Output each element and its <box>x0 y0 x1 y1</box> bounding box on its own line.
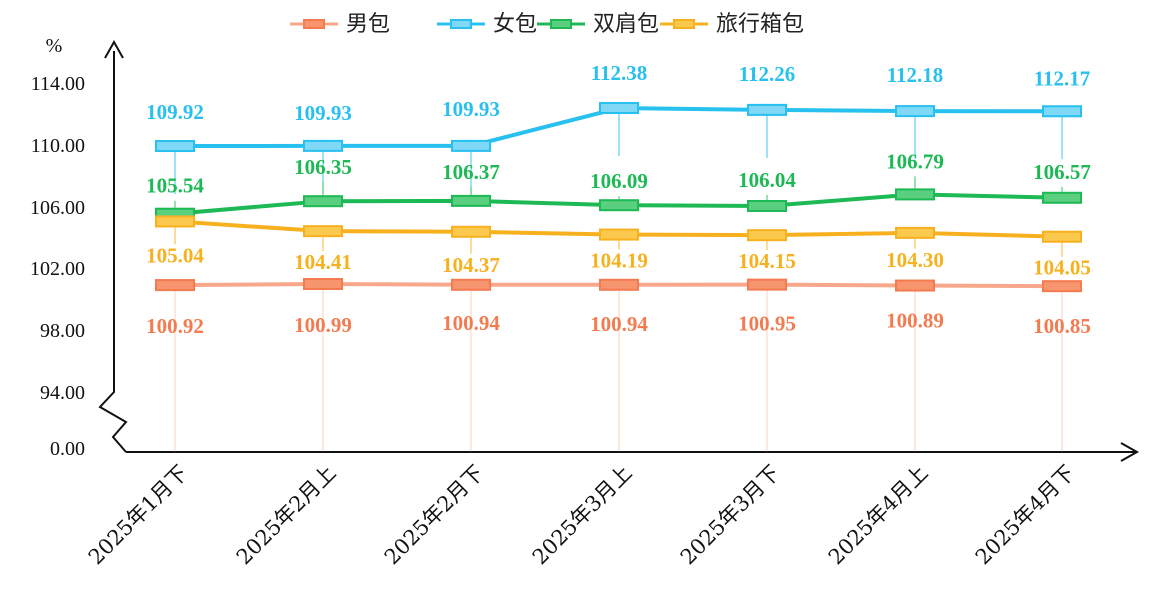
marker-4-7 <box>1042 230 1082 243</box>
y-tick-114-00: 114.00 <box>31 73 85 95</box>
marker-1-4 <box>599 278 639 291</box>
data-label-4-3: 104.37 <box>442 253 500 277</box>
marker-1-6 <box>895 279 935 292</box>
marker-2-6 <box>895 105 935 118</box>
data-labels: 100.92 100.99 100.94 100.94 100.95 100.89 100.… <box>146 61 1091 338</box>
series-markers <box>155 102 1082 293</box>
marker-4-2 <box>303 225 343 238</box>
data-label-3-4: 106.09 <box>590 169 648 193</box>
marker-3-2 <box>303 195 343 208</box>
data-label-3-7: 106.57 <box>1033 160 1091 184</box>
y-unit-label: % <box>46 35 63 57</box>
y-tick-110-00: 110.00 <box>31 135 85 157</box>
legend-marker-2 <box>450 19 472 29</box>
data-label-2-5: 112.26 <box>739 62 796 86</box>
marker-3-6 <box>895 188 935 201</box>
marker-4-1 <box>155 215 195 228</box>
data-label-3-3: 106.37 <box>442 160 500 184</box>
x-axis-arrow <box>1120 442 1140 462</box>
marker-1-7 <box>1042 280 1082 293</box>
data-label-4-2: 104.41 <box>294 250 352 274</box>
legend-label-1: 男包 <box>346 12 390 37</box>
data-label-1-4: 100.94 <box>590 312 648 336</box>
x-tick-1: 2025年1月下 <box>84 461 193 570</box>
legend-marker-1 <box>303 19 325 29</box>
data-label-2-1: 109.92 <box>146 100 204 124</box>
x-tick-4: 2025年3月上 <box>528 461 637 570</box>
data-label-4-6: 104.30 <box>886 248 944 272</box>
y-tick-98-00: 98.00 <box>40 320 85 342</box>
x-tick-2: 2025年2月上 <box>232 461 341 570</box>
data-label-3-2: 106.35 <box>294 155 352 179</box>
data-label-4-1: 105.04 <box>146 243 204 267</box>
legend-label-3: 双肩包 <box>593 12 659 37</box>
marker-2-5 <box>747 103 787 116</box>
marker-1-5 <box>747 278 787 291</box>
data-label-4-4: 104.19 <box>590 249 648 273</box>
marker-2-1 <box>155 140 195 153</box>
data-label-1-5: 100.95 <box>738 312 796 336</box>
x-tick-5: 2025年3月下 <box>676 461 785 570</box>
marker-2-3 <box>451 139 491 152</box>
marker-4-3 <box>451 225 491 238</box>
data-label-4-5: 104.15 <box>738 249 796 273</box>
marker-2-4 <box>599 102 639 115</box>
axes: % <box>46 35 1140 462</box>
legend-label-2: 女包 <box>493 12 537 37</box>
marker-1-3 <box>451 278 491 291</box>
data-label-1-1: 100.92 <box>146 314 204 338</box>
legend-marker-3 <box>550 19 572 29</box>
legend: 男包 女包 双肩包 旅行箱包 <box>290 12 804 37</box>
marker-3-3 <box>451 194 491 207</box>
data-label-1-3: 100.94 <box>442 311 500 335</box>
x-tick-3: 2025年2月下 <box>380 461 489 570</box>
marker-2-7 <box>1042 105 1082 118</box>
data-label-3-5: 106.04 <box>738 168 796 192</box>
x-tick-labels: 2025年1月下 2025年2月上 2025年2月下 2025年3月上 2025年3月下… <box>84 461 1080 570</box>
legend-label-4: 旅行箱包 <box>716 12 804 37</box>
y-tick-0-00: 0.00 <box>50 438 85 460</box>
data-label-3-1: 105.54 <box>146 174 204 198</box>
y-tick-94-00: 94.00 <box>40 382 85 404</box>
marker-3-7 <box>1042 191 1082 204</box>
data-label-1-6: 100.89 <box>886 309 944 333</box>
data-label-2-6: 112.18 <box>887 63 944 87</box>
data-label-2-7: 112.17 <box>1034 66 1091 90</box>
x-tick-6: 2025年4月上 <box>824 461 933 570</box>
y-tick-102-00: 102.00 <box>30 258 85 280</box>
marker-4-4 <box>599 228 639 241</box>
x-tick-7: 2025年4月下 <box>971 461 1080 570</box>
marker-2-2 <box>303 139 343 152</box>
y-axis-arrow <box>104 39 124 59</box>
marker-1-2 <box>303 278 343 291</box>
data-label-2-2: 109.93 <box>294 101 352 125</box>
data-label-3-6: 106.79 <box>886 149 944 173</box>
marker-4-6 <box>895 226 935 239</box>
y-axis-line <box>98 51 128 453</box>
data-label-4-7: 104.05 <box>1033 256 1091 280</box>
data-label-1-7: 100.85 <box>1033 314 1091 338</box>
y-tick-106-00: 106.00 <box>30 197 85 219</box>
data-label-2-3: 109.93 <box>442 97 500 121</box>
y-tick-labels: 0.00 94.00 98.00 102.00 106.00 110.00 114.00 <box>30 73 85 460</box>
marker-3-4 <box>599 199 639 212</box>
data-label-1-2: 100.99 <box>294 313 352 337</box>
marker-3-5 <box>747 199 787 212</box>
marker-4-5 <box>747 229 787 242</box>
data-label-2-4: 112.38 <box>591 61 648 85</box>
marker-1-1 <box>155 279 195 292</box>
legend-marker-4 <box>673 19 695 29</box>
